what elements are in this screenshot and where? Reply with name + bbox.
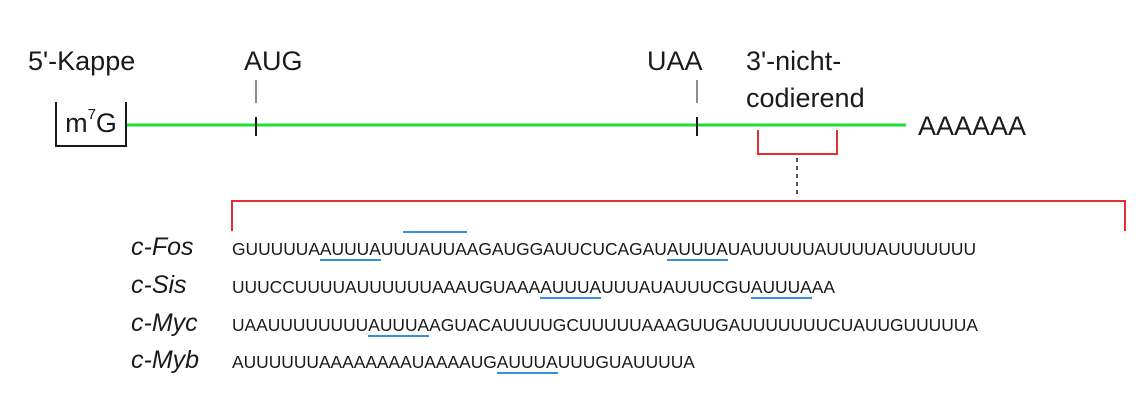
cap-label: 5'-Kappe <box>28 46 136 76</box>
sequence-segment: GUUUUUA <box>232 239 320 259</box>
sequence-text: AUUUUUUAAAAAAAAUAAAAUGAUUUAUUUGUAUUUUA <box>232 351 695 373</box>
gene-label: c-Sis <box>131 271 187 299</box>
start-codon-label: AUG <box>244 46 303 76</box>
sequence-segment: UUUAUUAAGAUGGAUUCUCAGAU <box>380 239 667 259</box>
sequence-segment: UUUGUAUUUUA <box>557 352 695 372</box>
utr-label-line2: codierend <box>746 83 865 113</box>
cap-letter: G <box>95 108 117 138</box>
auuua-motif: AUUUA <box>496 352 558 372</box>
gene-label: c-Myc <box>131 309 198 337</box>
sequence-segment: AGUACAUUUUGCUUUUUAAAGUUGAUUUUUUUCUAUUGUU… <box>429 315 978 335</box>
sequence-segment: AUUUUUUAAAAAAAAUAAAAUG <box>232 352 497 372</box>
sequence-segment: UAAUUUUUUUU <box>232 315 369 335</box>
auuua-motif: AUUUA <box>540 277 602 297</box>
gene-label: c-Fos <box>131 233 194 261</box>
cap-symbol: m7G <box>57 106 125 138</box>
cap-box: m7G <box>55 102 127 147</box>
sequence-text: UUUCCUUUUAUUUUUUAAAUGUAAAAUUUAUUUAUAUUUC… <box>232 276 835 298</box>
sequence-segment: UAUUUUUAUUUUAUUUUUUU <box>727 239 977 259</box>
auuua-motif: AUUUA <box>750 277 812 297</box>
auuua-motif: AUUUA <box>319 239 381 259</box>
sequence-segment: AA <box>811 277 835 297</box>
sequence-text: UAAUUUUUUUUAUUUAAGUACAUUUUGCUUUUUAAAGUUG… <box>232 314 978 336</box>
cap-superscript: 7 <box>87 106 96 123</box>
gene-label: c-Myb <box>131 346 200 374</box>
auuua-motif: AUUUA <box>368 315 430 335</box>
sequence-segment: UUUAUAUUUCGU <box>601 277 751 297</box>
cap-base: m <box>65 108 88 138</box>
polya-tail-label: AAAAAA <box>918 111 1027 141</box>
auuua-motif: AUUUA <box>666 239 728 259</box>
sequence-bracket <box>231 200 1126 231</box>
utr-bracket <box>757 130 838 155</box>
utr-label-line1: 3'-nicht- <box>746 46 842 76</box>
stop-codon-label: UAA <box>647 46 703 76</box>
sequence-segment: UUUCCUUUUAUUUUUUAAAUGUAAA <box>232 277 541 297</box>
sequence-text: GUUUUUAAUUUAUUUAUUAAGAUGGAUUCUCAGAUAUUUA… <box>232 238 976 260</box>
